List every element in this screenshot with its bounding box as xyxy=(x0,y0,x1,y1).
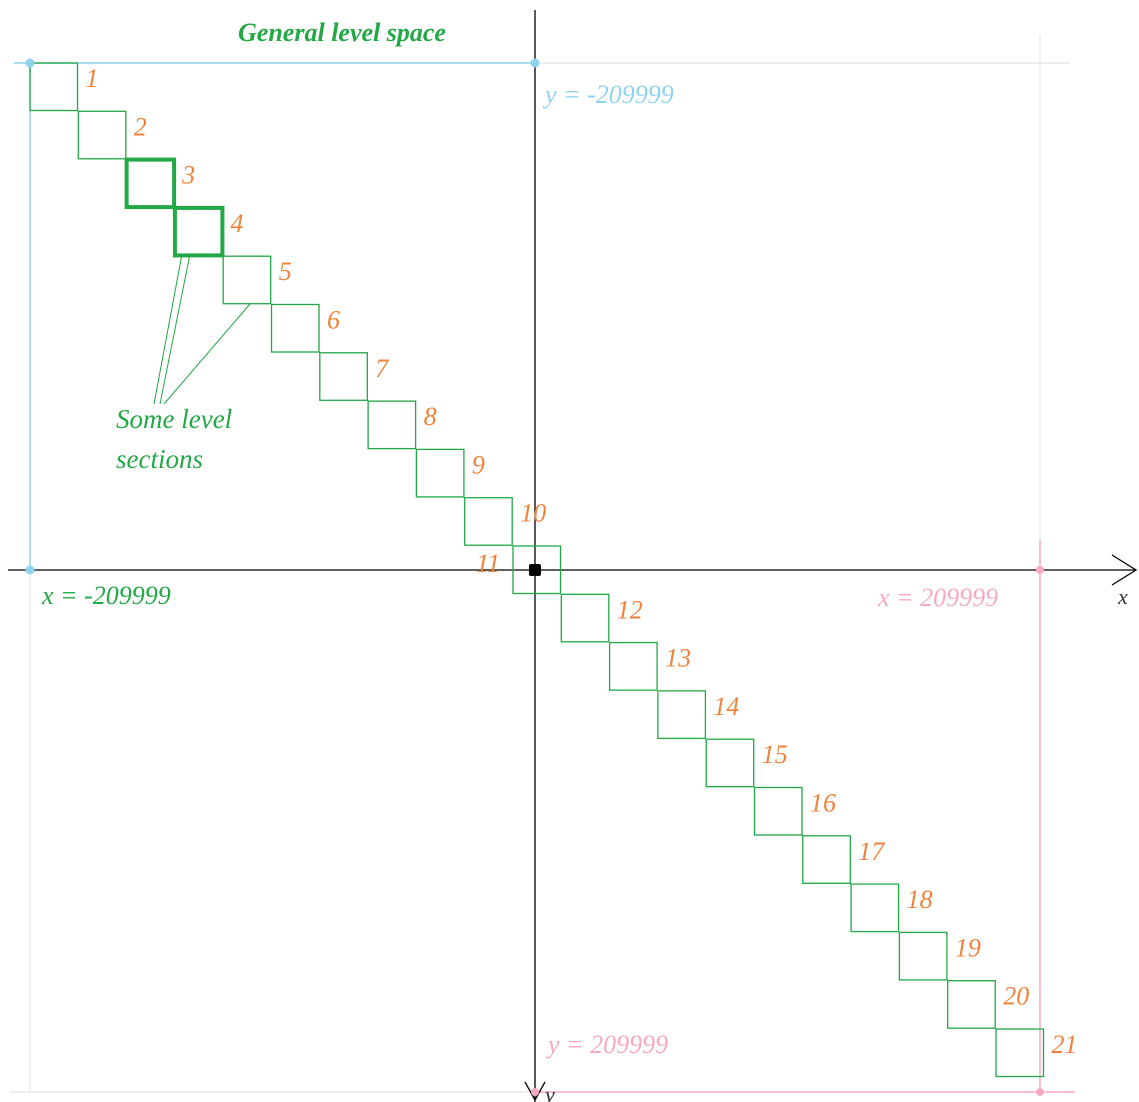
dot-top-axis xyxy=(530,58,540,68)
dot-bottom-axis xyxy=(531,1088,539,1096)
level-section-20 xyxy=(947,980,996,1029)
section-label-18: 18 xyxy=(907,885,933,914)
diagram-title: General level space xyxy=(238,18,446,47)
x-axis-arrow xyxy=(1111,554,1138,586)
section-label-16: 16 xyxy=(810,789,836,818)
section-label-7: 7 xyxy=(375,354,389,383)
y-max-label: y = 209999 xyxy=(545,1030,668,1059)
level-section-10 xyxy=(464,497,513,546)
section-label-4: 4 xyxy=(230,209,243,238)
origin-marker xyxy=(529,564,541,576)
section-label-20: 20 xyxy=(1003,982,1029,1011)
level-section-13 xyxy=(608,641,658,691)
section-label-1: 1 xyxy=(86,64,99,93)
dot-left-axis xyxy=(25,565,35,575)
level-section-6 xyxy=(270,303,320,353)
annotation-pointers xyxy=(153,253,251,405)
annotation-line-1: Some level xyxy=(116,404,232,434)
level-section-8 xyxy=(367,400,417,450)
pointer-line-4 xyxy=(163,303,251,405)
level-section-17 xyxy=(802,835,851,884)
section-label-6: 6 xyxy=(327,306,340,335)
level-section-4 xyxy=(172,205,225,258)
level-section-11 xyxy=(512,545,562,595)
level-section-14 xyxy=(657,690,707,740)
section-label-9: 9 xyxy=(472,450,485,479)
section-label-19: 19 xyxy=(955,933,981,962)
max-bound-lines xyxy=(535,540,1075,1093)
pointer-line-3b xyxy=(159,253,191,405)
section-label-13: 13 xyxy=(665,644,691,673)
level-section-1 xyxy=(29,62,79,112)
x-max-label: x = 209999 xyxy=(877,583,998,612)
section-label-10: 10 xyxy=(520,499,546,528)
section-label-21: 21 xyxy=(1052,1030,1078,1059)
pointer-line-3a xyxy=(153,253,183,405)
level-section-18 xyxy=(850,883,900,933)
dot-bottom-right xyxy=(1036,1088,1044,1096)
level-section-7 xyxy=(319,352,368,401)
y-axis-arrow xyxy=(524,1081,546,1102)
section-label-8: 8 xyxy=(424,402,437,431)
x-min-label: x = -209999 xyxy=(41,581,171,610)
dot-top-left xyxy=(25,58,35,68)
section-label-15: 15 xyxy=(762,740,788,769)
level-section-12 xyxy=(560,593,610,643)
y-min-label: y = -209999 xyxy=(542,80,674,109)
level-section-9 xyxy=(415,448,465,498)
x-axis-label: x xyxy=(1117,584,1128,609)
min-bound-lines xyxy=(14,62,535,570)
faint-boundary-lines xyxy=(10,35,1070,1093)
level-section-21 xyxy=(995,1028,1045,1078)
dot-right-axis xyxy=(1036,566,1044,574)
axes xyxy=(8,10,1138,1102)
bound-dots xyxy=(25,58,1044,1096)
level-section-15 xyxy=(705,738,755,788)
annotation-line-2: sections xyxy=(116,444,203,474)
section-label-11: 11 xyxy=(476,549,500,578)
level-section-16 xyxy=(753,786,803,836)
y-axis-label: y xyxy=(543,1082,555,1102)
level-sections xyxy=(29,62,1045,1078)
section-label-14: 14 xyxy=(713,692,739,721)
section-label-17: 17 xyxy=(858,837,885,866)
level-section-2 xyxy=(77,110,127,160)
section-label-3: 3 xyxy=(181,161,195,190)
section-label-12: 12 xyxy=(617,595,643,624)
level-section-19 xyxy=(898,931,948,981)
section-label-5: 5 xyxy=(279,257,292,286)
level-section-3 xyxy=(124,157,177,210)
level-section-5 xyxy=(222,255,272,305)
section-label-2: 2 xyxy=(134,112,147,141)
